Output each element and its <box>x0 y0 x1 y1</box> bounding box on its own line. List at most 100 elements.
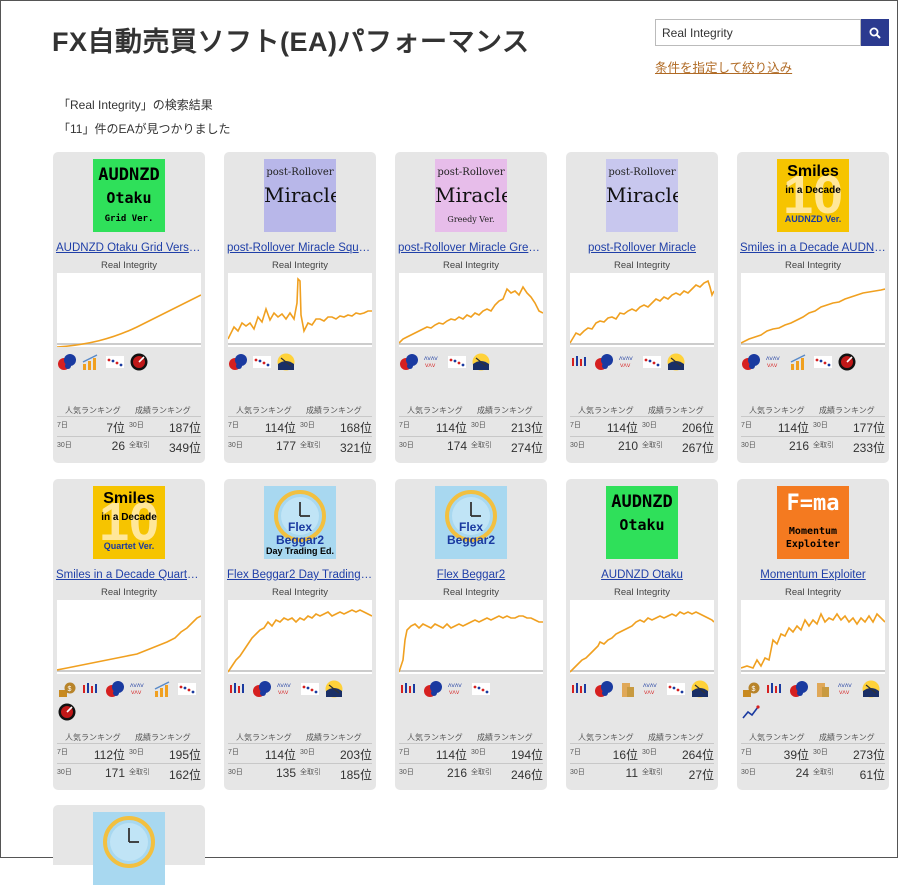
ea-thumbnail[interactable]: Flex Beggar2 Day Trading Ed. <box>264 486 336 559</box>
popularity-ranking-label: 人気ランキング <box>578 406 634 415</box>
ea-title-link[interactable]: post-Rollover Miracle Squared <box>227 242 373 254</box>
dots-icon <box>471 679 491 699</box>
30d-label: 30日 <box>570 769 585 776</box>
thumb-text: Otaku <box>619 516 665 534</box>
moon-icon <box>666 352 686 372</box>
ea-thumbnail[interactable] <box>93 812 165 885</box>
developer-name: Real Integrity <box>443 587 499 598</box>
ea-thumbnail[interactable]: AUDNZD Otaku Grid Ver. <box>93 159 165 232</box>
ea-card[interactable]: post-RolloverMiracle² post-Rollover Mirac… <box>224 152 376 463</box>
filter-link[interactable]: 条件を指定して絞り込み <box>655 61 793 75</box>
bars-icon <box>789 352 809 372</box>
developer-name: Real Integrity <box>101 587 157 598</box>
all-trades-label: 全取引 <box>642 769 663 776</box>
moon-icon <box>690 679 710 699</box>
ea-thumbnail[interactable]: Flex Beggar2 <box>435 486 507 559</box>
thumb-text: Smiles <box>103 490 155 507</box>
stats-row: 30日 26 全取引 349位 <box>57 436 201 455</box>
ea-title-link[interactable]: AUDNZD Otaku Grid Version <box>56 242 202 254</box>
performance-ranking-label: 成績ランキング <box>306 406 362 415</box>
ea-title-link[interactable]: Flex Beggar2 Day Trading Edition <box>227 569 373 581</box>
performance-all: 61位 <box>859 768 885 782</box>
performance-all: 246位 <box>510 768 543 782</box>
ea-card[interactable]: 10 Smiles in a Decade AUDNZD Ver. Smiles in … <box>737 152 889 463</box>
performance-all: 321位 <box>339 441 372 455</box>
stats-row: 30日 174 全取引 274位 <box>399 436 543 455</box>
performance-ranking-label: 成績ランキング <box>135 406 191 415</box>
search-button[interactable] <box>861 19 889 46</box>
candles-icon <box>399 679 419 699</box>
ea-card[interactable]: AUDNZD Otaku Grid Ver. AUDNZD Otaku Grid Ve… <box>53 152 205 463</box>
all-trades-label: 全取引 <box>813 442 834 449</box>
equity-chart <box>399 273 543 347</box>
ea-thumbnail[interactable]: post-Rollover Miracle Greedy Ver. <box>435 159 507 232</box>
popularity-ranking-label: 人気ランキング <box>236 733 292 742</box>
thumb-text: Flex <box>287 520 312 534</box>
stats-row: 7日 114位 30日 206位 <box>570 416 714 435</box>
moneybag-icon: $ <box>741 679 761 699</box>
feature-badges: ᐱᐯᐱᐯ ᐯᐱᐯ <box>399 352 547 372</box>
30d-label: 30日 <box>813 749 828 756</box>
thumb-text: AUDNZD <box>98 165 160 185</box>
wave-icon: ᐱᐯᐱᐯ ᐯᐱᐯ <box>765 352 785 372</box>
equity-chart <box>570 600 714 674</box>
ea-thumbnail[interactable]: AUDNZD Otaku <box>606 486 678 559</box>
ea-title-link[interactable]: Flex Beggar2 <box>436 569 506 581</box>
30d-label: 30日 <box>741 442 756 449</box>
performance-30d: 203位 <box>339 748 372 762</box>
equity-chart <box>570 273 714 347</box>
svg-text:ᐱᐯᐱᐯ: ᐱᐯᐱᐯ <box>424 356 438 362</box>
thumb-text: post-Rollover <box>437 167 505 178</box>
dots-icon <box>252 352 272 372</box>
popularity-ranking-label: 人気ランキング <box>407 733 463 742</box>
search-input[interactable] <box>655 19 861 46</box>
ea-thumbnail[interactable]: 10 Smiles in a Decade AUDNZD Ver. <box>777 159 849 232</box>
wave-icon: ᐱᐯᐱᐯ ᐯᐱᐯ <box>618 352 638 372</box>
ea-title-link[interactable]: Momentum Exploiter <box>760 569 866 581</box>
ea-thumbnail[interactable]: post-Rollover Miracle² <box>264 159 336 232</box>
performance-30d: 213位 <box>510 421 543 435</box>
feature-badges: ᐱᐯᐱᐯ ᐯᐱᐯ <box>741 352 889 372</box>
ea-card[interactable]: AUDNZD Otaku AUDNZD Otaku Real Integrity ᐱᐯᐱ… <box>566 479 718 790</box>
performance-all: 274位 <box>510 441 543 455</box>
svg-text:ᐱᐯᐱᐯ: ᐱᐯᐱᐯ <box>643 683 657 689</box>
ea-title-link[interactable]: post-Rollover Miracle <box>587 242 696 254</box>
ea-title-link[interactable]: Smiles in a Decade Quartet Version <box>56 569 202 581</box>
moneybag-icon: $ <box>57 679 77 699</box>
equity-line <box>57 615 201 671</box>
performance-all: 233位 <box>852 441 885 455</box>
ea-card[interactable]: Flex Beggar2 Flex Beggar2 Real Integrity ᐱᐯᐱ… <box>395 479 547 790</box>
ea-card[interactable] <box>53 805 205 885</box>
svg-text:ᐯᐱᐯ: ᐯᐱᐯ <box>644 690 655 696</box>
ea-card[interactable]: post-Rollover Miracle post-Rollover Miracl… <box>566 152 718 463</box>
thumb-text: Otaku <box>106 189 152 207</box>
popularity-7d: 114位 <box>606 421 638 435</box>
ea-title-link[interactable]: post-Rollover Miracle Greedy Version <box>398 242 544 254</box>
ea-title-link[interactable]: Smiles in a Decade AUDNZD Version <box>740 242 886 254</box>
thumb-text: AUDNZD Ver. <box>784 214 842 224</box>
dots-icon <box>105 352 125 372</box>
wave-icon: ᐱᐯᐱᐯ ᐯᐱᐯ <box>276 679 296 699</box>
equity-line <box>570 611 714 673</box>
ea-card[interactable]: post-Rollover Miracle Greedy Ver. post-Roll… <box>395 152 547 463</box>
7d-label: 7日 <box>399 749 410 756</box>
dots-icon <box>300 679 320 699</box>
ea-title-link[interactable]: AUDNZD Otaku <box>601 569 683 581</box>
bars-icon <box>153 679 173 699</box>
ea-card[interactable]: 10 Smiles in a Decade Quartet Ver. Smiles in… <box>53 479 205 790</box>
performance-ranking-label: 成績ランキング <box>135 733 191 742</box>
stats-row: 7日 114位 30日 194位 <box>399 743 543 762</box>
teamwork-icon <box>594 679 614 699</box>
ea-thumbnail[interactable]: 10 Smiles in a Decade Quartet Ver. <box>93 486 165 559</box>
ea-card[interactable]: Flex Beggar2 Day Trading Ed. Flex Beggar2 D… <box>224 479 376 790</box>
ea-thumbnail[interactable]: F=ma Momentum Exploiter <box>777 486 849 559</box>
performance-30d: 177位 <box>852 421 885 435</box>
ea-card[interactable]: F=ma Momentum Exploiter Momentum Exploiter R… <box>737 479 889 790</box>
popularity-7d: 7位 <box>106 421 125 435</box>
ea-thumbnail[interactable]: post-Rollover Miracle <box>606 159 678 232</box>
30d-label: 30日 <box>129 749 144 756</box>
svg-text:ᐱᐯᐱᐯ: ᐱᐯᐱᐯ <box>277 683 291 689</box>
stats-row: 30日 135 全取引 185位 <box>228 763 372 782</box>
popularity-7d: 16位 <box>612 748 638 762</box>
teamwork-icon <box>423 679 443 699</box>
